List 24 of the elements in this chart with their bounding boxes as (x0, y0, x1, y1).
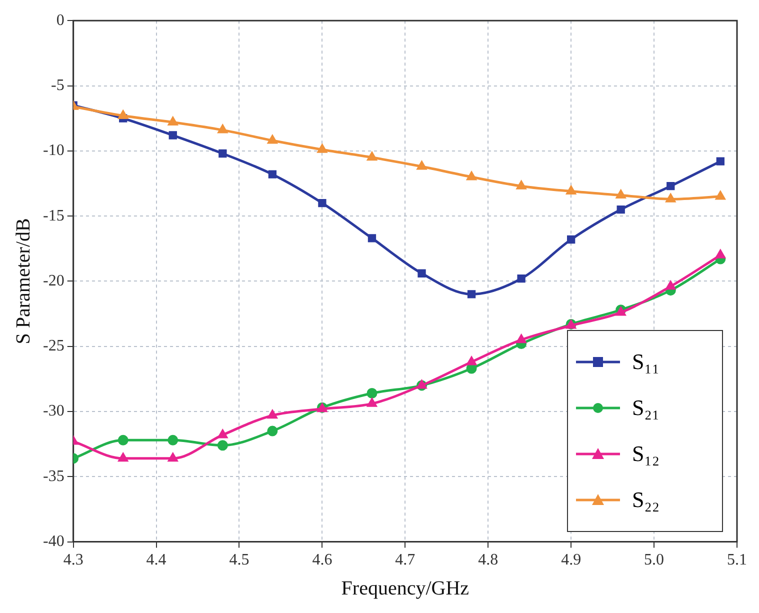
y-tick-label: -15 (43, 207, 64, 224)
legend-label: S₂₁ (632, 394, 660, 421)
x-tick-label: 4.8 (478, 552, 498, 569)
y-tick-label: -40 (43, 533, 64, 550)
y-tick-label: -10 (43, 142, 64, 160)
y-axis-title: S Parameter/dB (12, 218, 34, 344)
x-tick-label: 5.1 (727, 552, 747, 569)
y-tick-label: 0 (56, 12, 64, 29)
x-tick-label: 4.7 (395, 552, 416, 569)
legend-label: S₁₂ (632, 440, 660, 467)
y-tick-label: -30 (43, 402, 64, 420)
legend-label: S₂₂ (632, 486, 660, 513)
y-tick-label: -20 (43, 272, 64, 290)
y-tick-label: -25 (43, 338, 64, 355)
x-tick-label: 4.3 (63, 552, 84, 569)
x-tick-label: 4.4 (146, 552, 166, 569)
x-tick-label: 5.0 (644, 552, 664, 569)
x-axis-title: Frequency/GHz (341, 577, 470, 600)
legend-label: S₁₁ (632, 348, 660, 375)
x-tick-label: 4.5 (229, 552, 250, 569)
x-tick-label: 4.9 (561, 552, 582, 569)
y-tick-label: -5 (51, 76, 64, 94)
x-tick-label: 4.6 (312, 552, 332, 569)
y-tick-label: -35 (43, 468, 64, 485)
